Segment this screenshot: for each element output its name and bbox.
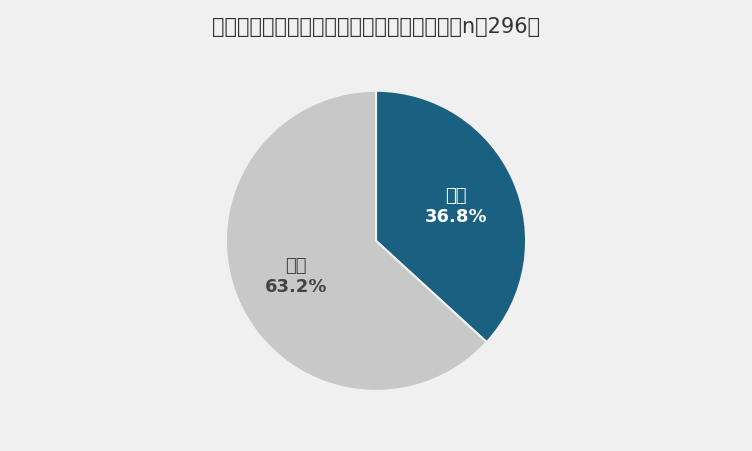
Text: ない
63.2%: ない 63.2% bbox=[265, 257, 328, 296]
Text: ある
36.8%: ある 36.8% bbox=[424, 187, 487, 226]
Wedge shape bbox=[226, 92, 487, 391]
Title: 自宅のトイレに不満や後悔はありますか？（n＝296）: 自宅のトイレに不満や後悔はありますか？（n＝296） bbox=[212, 18, 540, 37]
Wedge shape bbox=[376, 92, 526, 342]
